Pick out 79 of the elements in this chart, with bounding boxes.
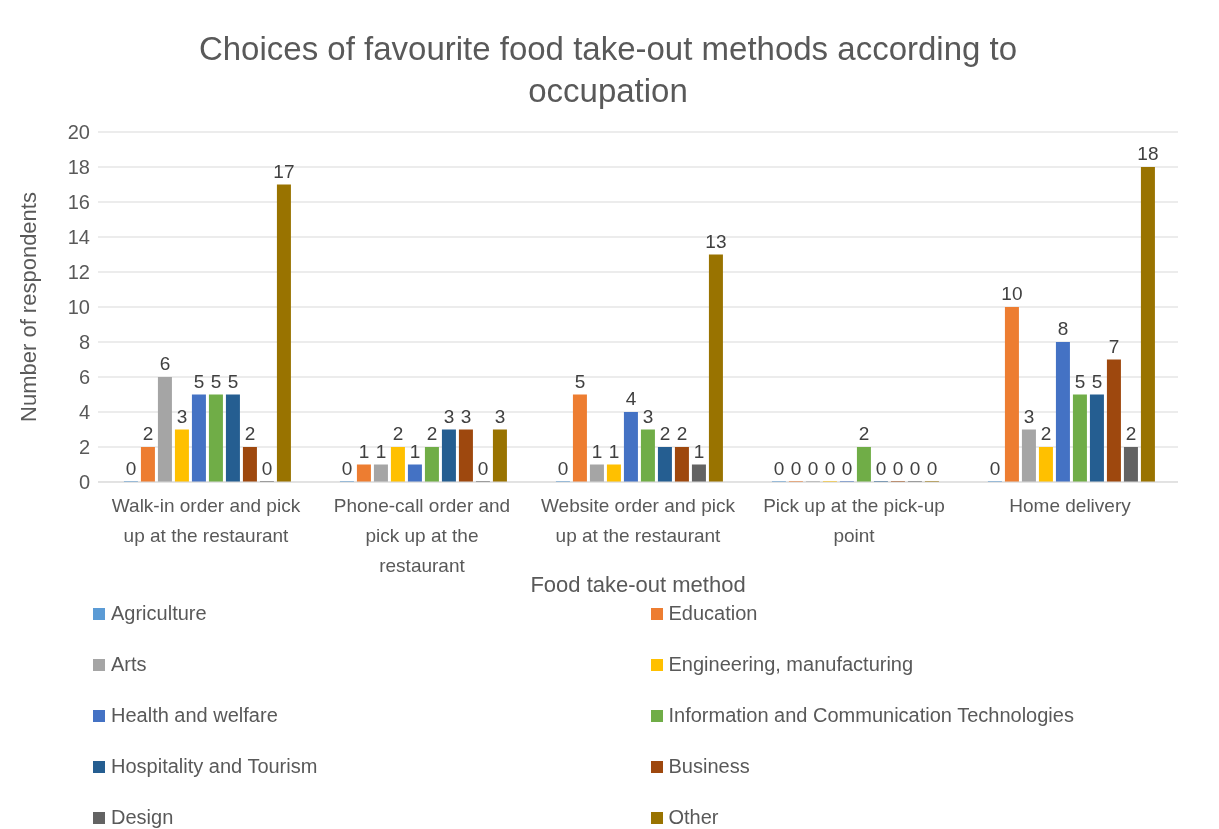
data-label: 17 <box>273 160 295 182</box>
data-label: 1 <box>608 440 620 462</box>
data-label: 0 <box>807 458 819 479</box>
y-tick-label: 0 <box>78 471 90 494</box>
legend-label: Design <box>111 806 174 829</box>
data-label: 0 <box>841 458 853 479</box>
legend-label: Education <box>668 602 758 625</box>
legend-label: Agriculture <box>111 602 207 625</box>
y-tick-label: 18 <box>67 156 90 179</box>
data-label: 0 <box>989 458 1001 479</box>
y-axis-title: Number of respondents <box>15 192 41 422</box>
data-label: 1 <box>693 440 705 462</box>
data-label: 0 <box>477 458 489 479</box>
data-label: 8 <box>1057 318 1069 339</box>
legend-label: Arts <box>111 653 147 676</box>
y-tick-label: 14 <box>67 226 90 249</box>
x-axis-title: Food take-out method <box>530 572 746 597</box>
data-label: 5 <box>1074 370 1086 392</box>
data-label: 2 <box>1125 423 1137 444</box>
y-tick-label: 10 <box>67 296 90 319</box>
data-label: 5 <box>574 370 586 392</box>
data-label: 0 <box>875 458 887 479</box>
data-label: 5 <box>193 370 205 392</box>
data-label: 1 <box>358 440 370 462</box>
y-tick-label: 8 <box>78 331 90 354</box>
data-label: 0 <box>125 458 137 479</box>
data-label: 1 <box>409 440 421 462</box>
x-tick-label: Home delivery <box>1009 495 1132 516</box>
y-tick-label: 6 <box>78 366 90 389</box>
legend-label: Information and Communication Technologies <box>668 704 1074 727</box>
data-label: 4 <box>625 388 637 409</box>
x-tick-label: Website order and pick up at the restaurant <box>541 495 736 546</box>
y-tick-label: 16 <box>67 191 90 214</box>
chart-title: Choices of favourite food take-out methods according to occupation <box>197 29 1019 111</box>
data-label: 0 <box>341 458 353 479</box>
data-label: 1 <box>591 440 603 462</box>
data-label: 6 <box>159 353 171 374</box>
legend-label: Business <box>668 755 750 778</box>
data-label: 2 <box>142 423 154 444</box>
data-label: 0 <box>261 458 273 479</box>
data-label: 0 <box>557 458 569 479</box>
data-label: 5 <box>227 370 239 392</box>
data-label: 0 <box>892 458 904 479</box>
y-tick-label: 2 <box>78 436 90 459</box>
data-label: 3 <box>1023 405 1035 427</box>
data-label: 0 <box>909 458 921 479</box>
data-label: 5 <box>1091 370 1103 392</box>
data-label: 2 <box>426 423 438 444</box>
data-label: 13 <box>705 230 727 252</box>
data-label: 3 <box>642 405 654 427</box>
y-tick-label: 20 <box>67 121 90 144</box>
legend-label: Engineering, manufacturing <box>668 653 914 676</box>
data-label: 0 <box>926 458 938 479</box>
data-label: 0 <box>824 458 836 479</box>
data-label: 2 <box>858 423 870 444</box>
y-tick-label: 12 <box>67 261 90 284</box>
data-label: 1 <box>375 440 387 462</box>
y-tick-label: 4 <box>78 401 90 424</box>
data-label: 3 <box>494 405 506 427</box>
data-label: 2 <box>1040 423 1052 444</box>
data-label: 3 <box>443 405 455 427</box>
legend-label: Hospitality and Tourism <box>111 755 318 778</box>
data-label: 0 <box>790 458 802 479</box>
data-label: 3 <box>460 405 472 427</box>
data-label: 10 <box>1001 283 1023 304</box>
x-tick-label: Pick up at the pick-up point <box>763 495 945 546</box>
legend-label: Health and welfare <box>111 704 278 727</box>
data-label: 2 <box>676 423 688 444</box>
x-tick-label: Phone-call order and pick up at the restaurant <box>333 495 511 576</box>
data-label: 2 <box>659 423 671 444</box>
data-label: 18 <box>1137 143 1159 164</box>
data-label: 5 <box>210 370 222 392</box>
data-label: 3 <box>176 405 188 427</box>
data-label: 7 <box>1108 335 1120 357</box>
x-tick-label: Walk-in order and pick up at the restaurant <box>111 495 301 546</box>
data-label: 2 <box>392 423 404 444</box>
legend-label: Other <box>668 806 719 829</box>
data-label: 2 <box>244 423 256 444</box>
data-label: 0 <box>773 458 785 479</box>
